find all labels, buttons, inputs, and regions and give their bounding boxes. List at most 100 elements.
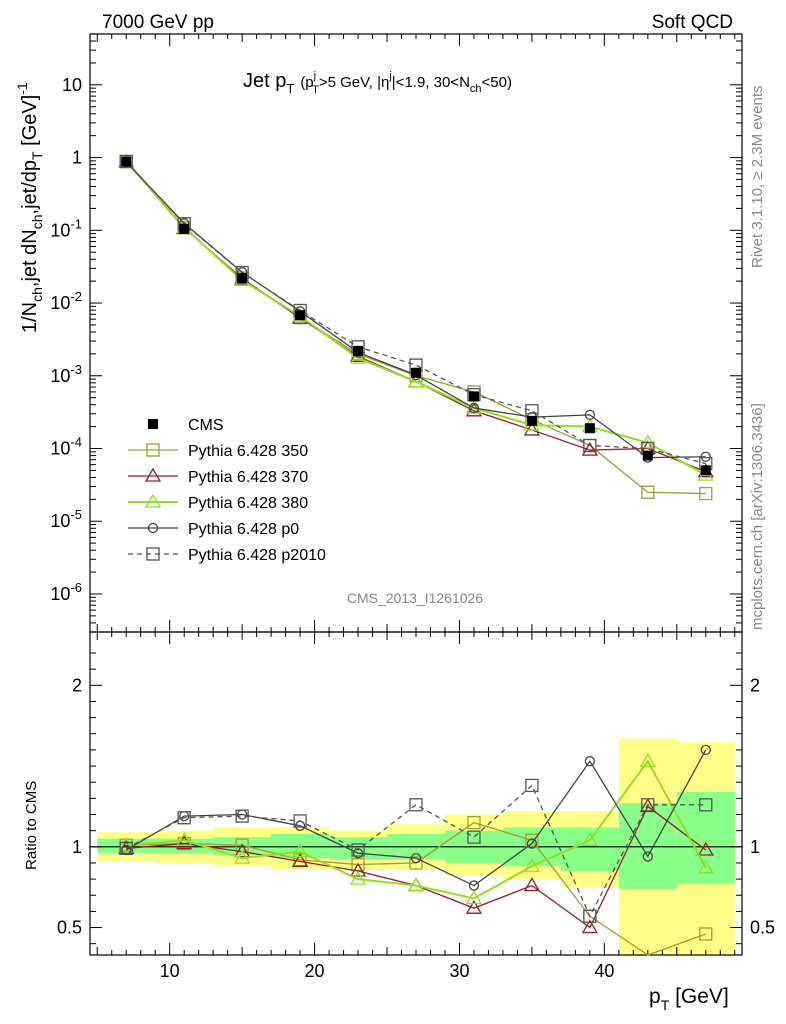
data-point — [467, 830, 481, 844]
data-point — [467, 815, 481, 830]
data-point — [291, 853, 309, 867]
legend-marker — [147, 522, 159, 534]
cms-data-point — [411, 367, 421, 378]
cms-data-point — [179, 223, 190, 234]
data-point — [468, 402, 480, 414]
data-point — [642, 851, 653, 862]
legend-label: Pythia 6.428 p0 — [188, 521, 299, 538]
y-tick-label: 1 — [72, 148, 82, 168]
x-tick-label: 10 — [160, 961, 180, 981]
cms-data-point — [295, 310, 306, 321]
y-tick-label: 10-1 — [50, 216, 82, 240]
legend-marker — [148, 419, 158, 429]
legend-marker — [146, 443, 160, 457]
data-point — [641, 485, 655, 499]
data-point — [465, 890, 483, 905]
data-point — [349, 349, 367, 364]
main-series — [118, 152, 714, 501]
ratio-y-tick-label-right: 0.5 — [750, 918, 775, 938]
data-point — [407, 373, 425, 388]
data-point — [523, 857, 541, 872]
legend-label: Pythia 6.428 p2010 — [188, 547, 326, 564]
series-line — [125, 749, 707, 887]
data-point — [699, 798, 713, 812]
data-point — [581, 441, 598, 456]
data-point — [639, 752, 656, 767]
y-tick-label: 10-4 — [50, 435, 82, 459]
series-line — [126, 759, 707, 900]
data-point — [351, 843, 365, 857]
x-tick-label: 40 — [594, 961, 614, 981]
cms-data-point — [468, 391, 479, 402]
data-point — [699, 927, 713, 941]
data-point — [293, 814, 307, 828]
data-point — [581, 832, 598, 846]
ratio-y-tick-label-right: 1 — [750, 837, 760, 857]
legend-label: Pythia 6.428 350 — [188, 443, 308, 460]
analysis-tag: CMS_2013_I1261026 — [347, 590, 483, 606]
x-axis-label: pT [GeV] — [649, 985, 729, 1013]
data-point — [234, 849, 251, 864]
data-point — [118, 836, 135, 851]
data-point — [468, 880, 480, 891]
y-tick-label: 10-5 — [50, 507, 82, 531]
data-point — [581, 919, 598, 934]
data-point — [525, 778, 539, 793]
data-point — [583, 909, 597, 923]
header-right: Soft QCD — [652, 12, 733, 33]
series-line — [125, 161, 706, 459]
data-point — [526, 838, 538, 849]
data-point — [641, 798, 655, 812]
series-line — [125, 161, 706, 465]
data-point — [234, 843, 251, 858]
legend-marker — [144, 493, 162, 508]
data-point — [176, 832, 193, 846]
data-point — [697, 841, 714, 856]
data-point — [177, 811, 191, 825]
cms-data-point — [353, 345, 364, 356]
cms-data-point — [237, 273, 248, 284]
data-point — [291, 843, 309, 858]
cms-data-point — [121, 156, 132, 167]
data-point — [584, 756, 596, 767]
data-point — [639, 434, 656, 449]
cms-data-point — [526, 415, 537, 426]
legend-label: Pythia 6.428 370 — [188, 469, 308, 486]
band-inner — [213, 837, 272, 855]
legend-label: Pythia 6.428 380 — [188, 495, 308, 512]
main-frame — [89, 33, 743, 633]
series-line — [125, 160, 707, 477]
data-point — [119, 154, 133, 169]
legend-marker — [144, 467, 162, 482]
data-point — [583, 438, 597, 453]
data-point — [349, 862, 367, 877]
ratio-y-tick-label: 0.5 — [57, 918, 82, 938]
data-point — [465, 899, 483, 914]
header-left: 7000 GeV pp — [102, 12, 214, 33]
cms-data-point — [642, 450, 653, 461]
cms-data-point — [584, 423, 595, 434]
data-point — [409, 856, 423, 870]
x-tick-label: 30 — [449, 961, 469, 981]
data-point — [700, 451, 711, 462]
axis-ticks: 10 20 30 40 10-6 10-5 10-4 10-3 10-2 10-1 1 10 0.5 0.… — [50, 33, 775, 981]
y-axis-label: 1/Nch,jet dNch,jet/dpT [GeV]-1 — [14, 82, 45, 333]
data-point — [407, 877, 425, 892]
data-point — [523, 421, 541, 436]
data-point — [349, 870, 367, 885]
data-point — [352, 848, 364, 859]
data-point — [235, 809, 249, 823]
legend: CMS Pythia 6.428 350 Pythia 6.428 370 Pythi… — [128, 417, 326, 564]
data-point — [409, 798, 423, 812]
data-point — [525, 833, 539, 847]
data-point — [699, 486, 713, 501]
x-tick-label: 20 — [305, 961, 325, 981]
cms-data-point — [700, 465, 711, 476]
series-line — [125, 784, 706, 918]
data-point — [410, 852, 422, 864]
data-point — [700, 744, 711, 756]
band-inner — [676, 791, 735, 884]
data-point — [119, 841, 133, 856]
data-point — [523, 877, 541, 892]
